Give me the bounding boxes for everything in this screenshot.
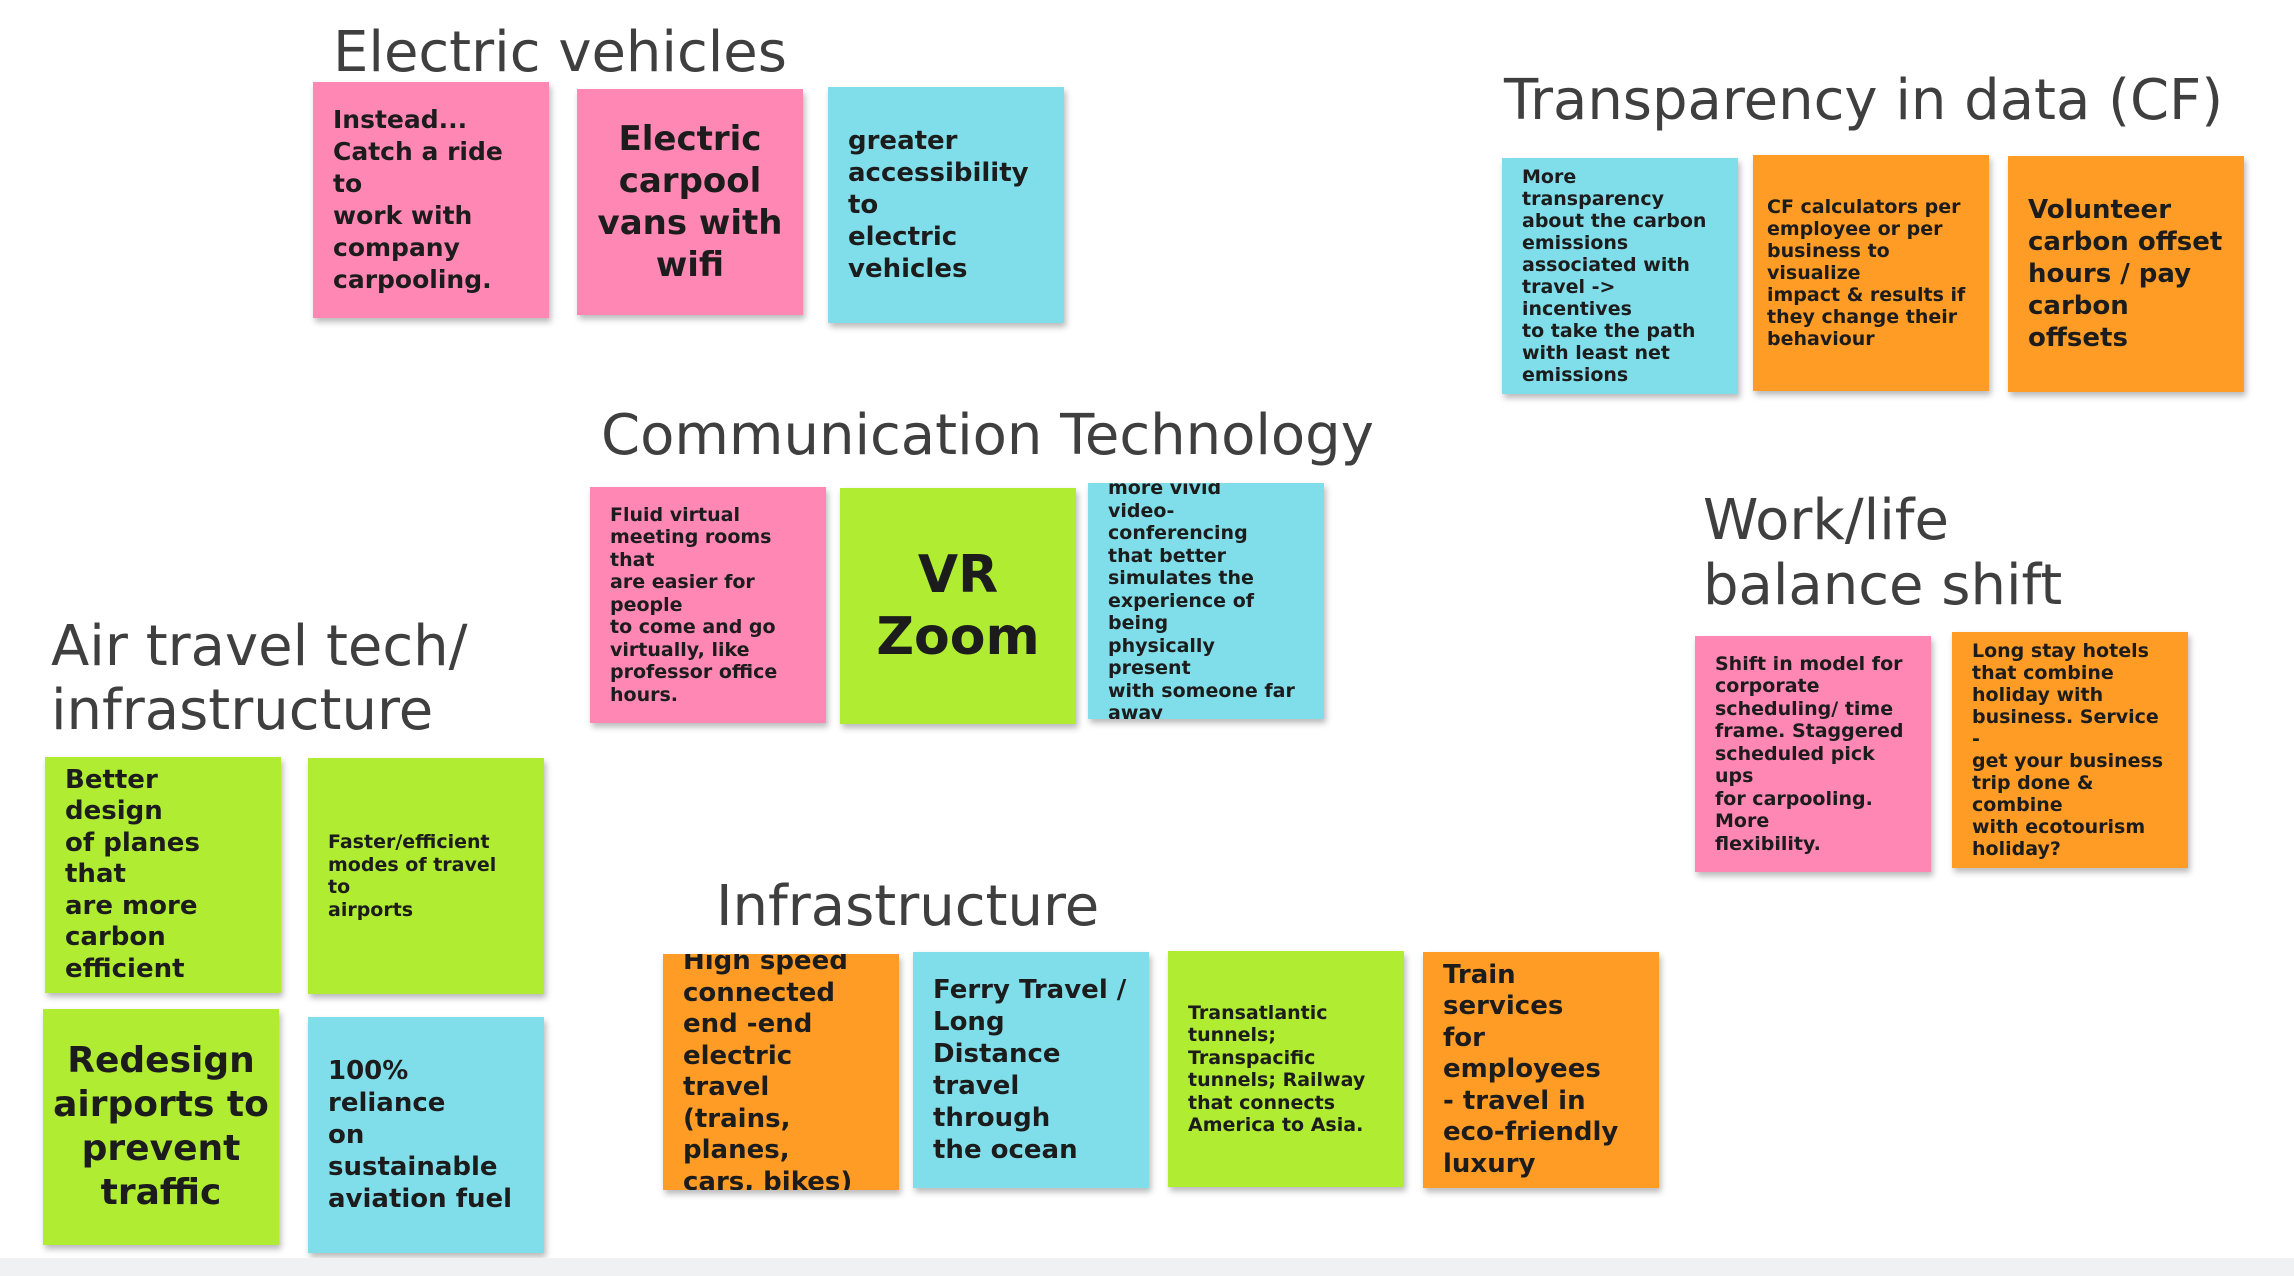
- sticky-note-scheduling-shift[interactable]: Shift in model for corporate scheduling/…: [1695, 636, 1931, 872]
- sticky-note-text: Better design of planes that are more ca…: [65, 764, 200, 984]
- bottom-scroll-strip: [0, 1258, 2294, 1276]
- sticky-note-text: Ferry Travel / Long Distance travel thro…: [933, 975, 1127, 1165]
- sticky-note-redesign-airports[interactable]: Redesign airports to prevent traffic: [43, 1009, 279, 1245]
- sticky-note-more-transparency[interactable]: More transparency about the carbon emiss…: [1502, 158, 1738, 394]
- sticky-note-ferry-travel[interactable]: Ferry Travel / Long Distance travel thro…: [913, 952, 1149, 1188]
- sticky-note-vivid-video-conferencing[interactable]: more vivid video-conferencing that bette…: [1088, 483, 1324, 719]
- sticky-note-text: more vivid video-conferencing that bette…: [1108, 483, 1295, 719]
- sticky-note-text: More transparency about the carbon emiss…: [1522, 166, 1707, 386]
- heading-air-travel-line1: Air travel tech/: [51, 614, 468, 679]
- sticky-note-long-stay-hotels[interactable]: Long stay hotels that combine holiday wi…: [1952, 632, 2188, 868]
- sticky-note-high-speed-travel[interactable]: High speed connected end -end electric t…: [663, 954, 899, 1190]
- sticky-note-employee-train-services[interactable]: Train services for employees - travel in…: [1423, 952, 1659, 1188]
- sticky-note-text: Long stay hotels that combine holiday wi…: [1972, 640, 2164, 860]
- sticky-note-text: 100% reliance on sustainable aviation fu…: [328, 1056, 513, 1214]
- sticky-note-text: Faster/efficient modes of travel to airp…: [328, 831, 497, 921]
- sticky-note-text: Fluid virtual meeting rooms that are eas…: [610, 503, 778, 706]
- sticky-note-text: Redesign airports to prevent traffic: [53, 1040, 269, 1213]
- heading-electric-vehicles: Electric vehicles: [333, 20, 787, 85]
- sticky-note-carpool-ride[interactable]: Instead... Catch a ride to work with com…: [313, 82, 549, 318]
- sticky-note-text: Volunteer carbon offset hours / pay carb…: [2028, 195, 2223, 353]
- sticky-note-sustainable-aviation-fuel[interactable]: 100% reliance on sustainable aviation fu…: [308, 1017, 544, 1253]
- sticky-note-text: Shift in model for corporate scheduling/…: [1715, 652, 1904, 855]
- heading-infrastructure: Infrastructure: [716, 874, 1100, 939]
- heading-work-life-line2: balance shift: [1703, 553, 2063, 618]
- heading-air-travel-line2: infrastructure: [51, 678, 434, 743]
- sticky-note-text: Electric carpool vans with wifi: [597, 119, 783, 285]
- heading-communication-technology: Communication Technology: [601, 403, 1374, 468]
- sticky-note-vr-zoom[interactable]: VR Zoom: [840, 488, 1076, 724]
- sticky-note-transatlantic-tunnels[interactable]: Transatlantic tunnels; Transpacific tunn…: [1168, 951, 1404, 1187]
- sticky-note-text: High speed connected end -end electric t…: [683, 954, 853, 1190]
- sticky-note-text: VR Zoom: [876, 545, 1040, 667]
- sticky-note-text: CF calculators per employee or per busin…: [1767, 196, 1966, 350]
- heading-transparency-in-data: Transparency in data (CF): [1504, 68, 2224, 133]
- sticky-note-text: greater accessibility to electric vehicl…: [848, 126, 1029, 284]
- sticky-note-electric-vans[interactable]: Electric carpool vans with wifi: [577, 89, 803, 315]
- sticky-note-faster-airport-travel[interactable]: Faster/efficient modes of travel to airp…: [308, 758, 544, 994]
- sticky-note-fluid-virtual-rooms[interactable]: Fluid virtual meeting rooms that are eas…: [590, 487, 826, 723]
- sticky-note-volunteer-offsets[interactable]: Volunteer carbon offset hours / pay carb…: [2008, 156, 2244, 392]
- sticky-note-ev-accessibility[interactable]: greater accessibility to electric vehicl…: [828, 87, 1064, 323]
- heading-work-life-line1: Work/life: [1703, 488, 1949, 553]
- sticky-note-text: Train services for employees - travel in…: [1443, 959, 1619, 1179]
- sticky-note-better-plane-design[interactable]: Better design of planes that are more ca…: [45, 757, 281, 993]
- sticky-note-text: Instead... Catch a ride to work with com…: [333, 105, 503, 294]
- sticky-note-text: Transatlantic tunnels; Transpacific tunn…: [1188, 1001, 1366, 1137]
- sticky-note-cf-calculators[interactable]: CF calculators per employee or per busin…: [1753, 155, 1989, 391]
